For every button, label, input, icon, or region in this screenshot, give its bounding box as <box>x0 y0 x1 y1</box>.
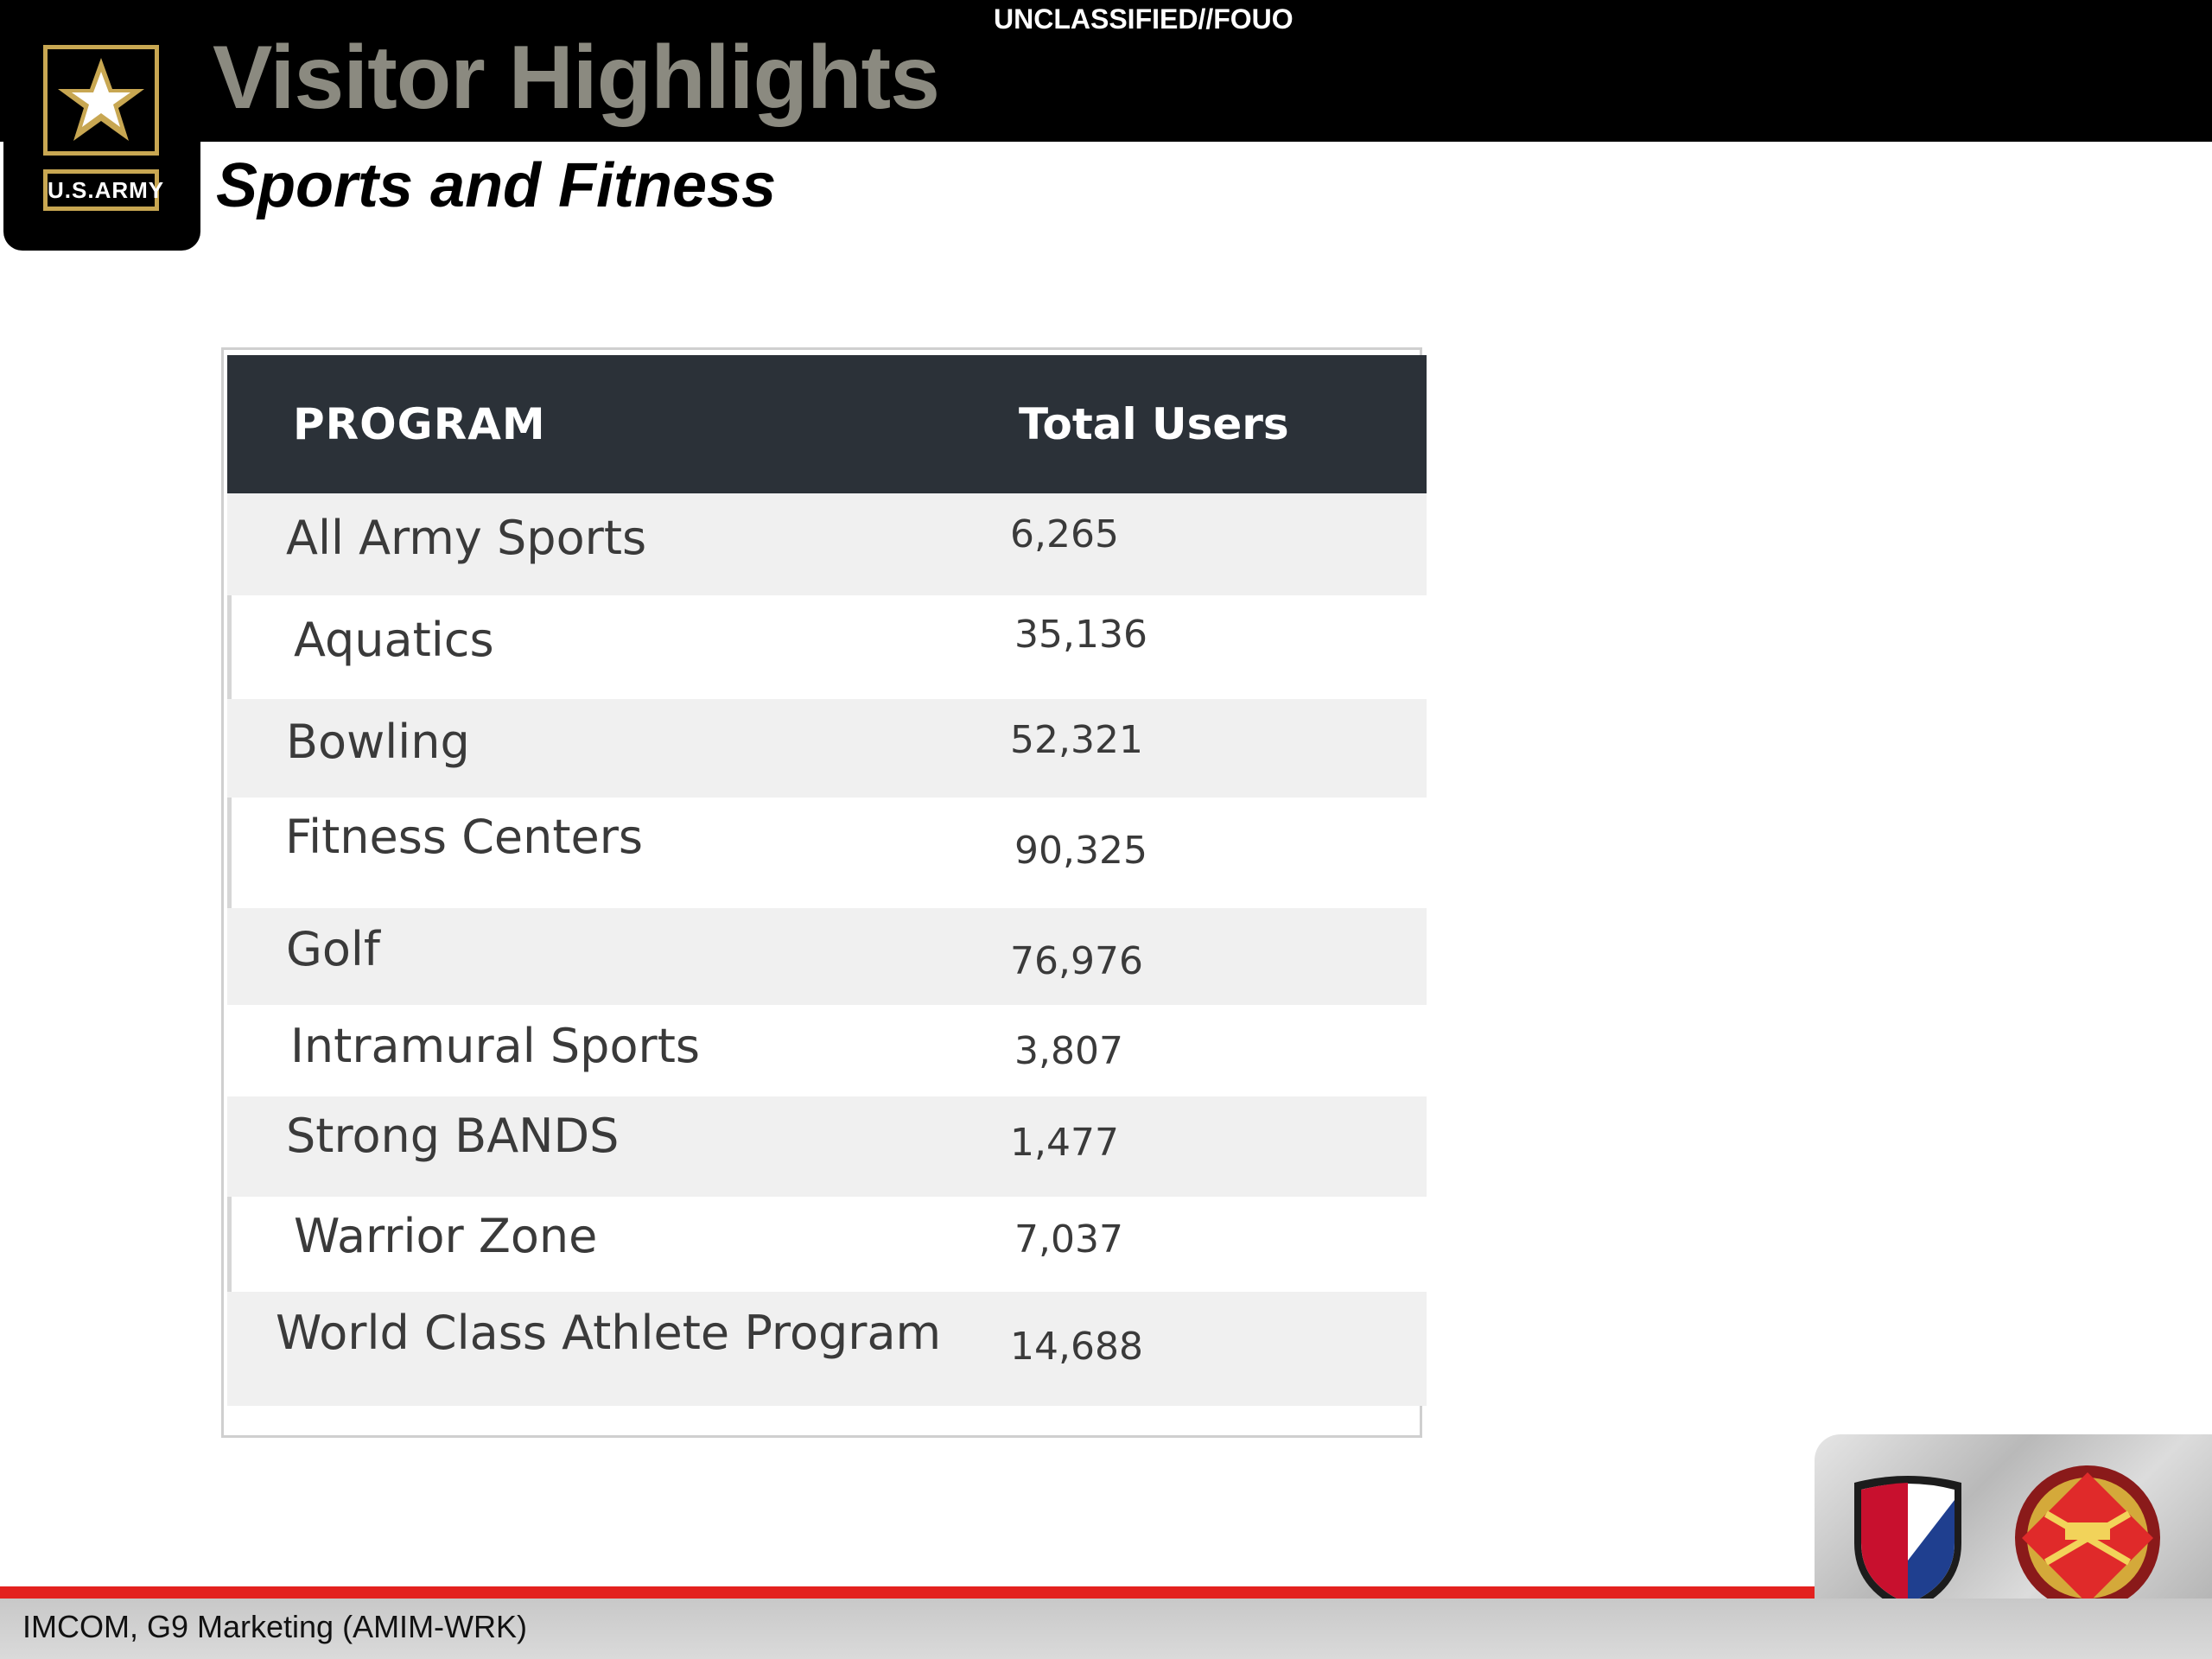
program-name: Fitness Centers <box>285 810 644 864</box>
total-users: 35,136 <box>1014 613 1147 657</box>
footer-text: IMCOM, G9 Marketing (AMIM-WRK) <box>22 1609 528 1644</box>
program-name: Strong BANDS <box>286 1109 620 1163</box>
program-name: Golf <box>286 922 380 976</box>
total-users: 14,688 <box>1010 1325 1143 1369</box>
table-row: Bowling 52,321 <box>227 699 1427 798</box>
program-name: Bowling <box>286 715 470 769</box>
total-users: 52,321 <box>1010 718 1143 762</box>
program-name: All Army Sports <box>286 511 647 565</box>
army-star-logo-icon <box>43 45 159 156</box>
table-header-row: PROGRAM Total Users <box>227 355 1427 493</box>
total-users: 6,265 <box>1010 512 1119 556</box>
column-header-total-users: Total Users <box>1019 399 1289 449</box>
table-row: Warrior Zone 7,037 <box>227 1197 1427 1292</box>
classification-marking: UNCLASSIFIED//FOUO <box>994 3 1294 35</box>
table-row: Aquatics 35,136 <box>227 595 1427 699</box>
program-name: Aquatics <box>294 613 494 667</box>
program-name: World Class Athlete Program <box>276 1306 942 1360</box>
table-row: Golf 76,976 <box>227 908 1427 1005</box>
army-logo-panel: U.S.ARMY <box>3 0 200 251</box>
page-title: Visitor Highlights <box>213 28 940 128</box>
imcom-crest-icon <box>2015 1465 2160 1611</box>
table-row: World Class Athlete Program 14,688 <box>227 1292 1427 1406</box>
program-name: Intramural Sports <box>290 1019 701 1073</box>
army-logo-text: U.S.ARMY <box>43 169 163 211</box>
total-users: 3,807 <box>1014 1029 1123 1073</box>
program-users-table: PROGRAM Total Users All Army Sports 6,26… <box>221 347 1427 1438</box>
total-users: 76,976 <box>1010 939 1143 983</box>
table-row: Fitness Centers 90,325 <box>227 798 1427 908</box>
program-name: Warrior Zone <box>294 1209 598 1263</box>
page-subtitle: Sports and Fitness <box>216 151 777 220</box>
footer-red-stripe <box>0 1586 1815 1599</box>
table-row: Intramural Sports 3,807 <box>227 1005 1427 1096</box>
column-header-program: PROGRAM <box>293 399 546 449</box>
table-row: All Army Sports 6,265 <box>227 493 1427 595</box>
header-bar <box>0 0 2212 142</box>
footer-bar <box>0 1599 2212 1659</box>
total-users: 1,477 <box>1010 1121 1119 1165</box>
total-users: 7,037 <box>1014 1217 1123 1262</box>
table-row: Strong BANDS 1,477 <box>227 1096 1427 1197</box>
total-users: 90,325 <box>1014 829 1147 873</box>
amc-shield-icon <box>1854 1476 1961 1612</box>
